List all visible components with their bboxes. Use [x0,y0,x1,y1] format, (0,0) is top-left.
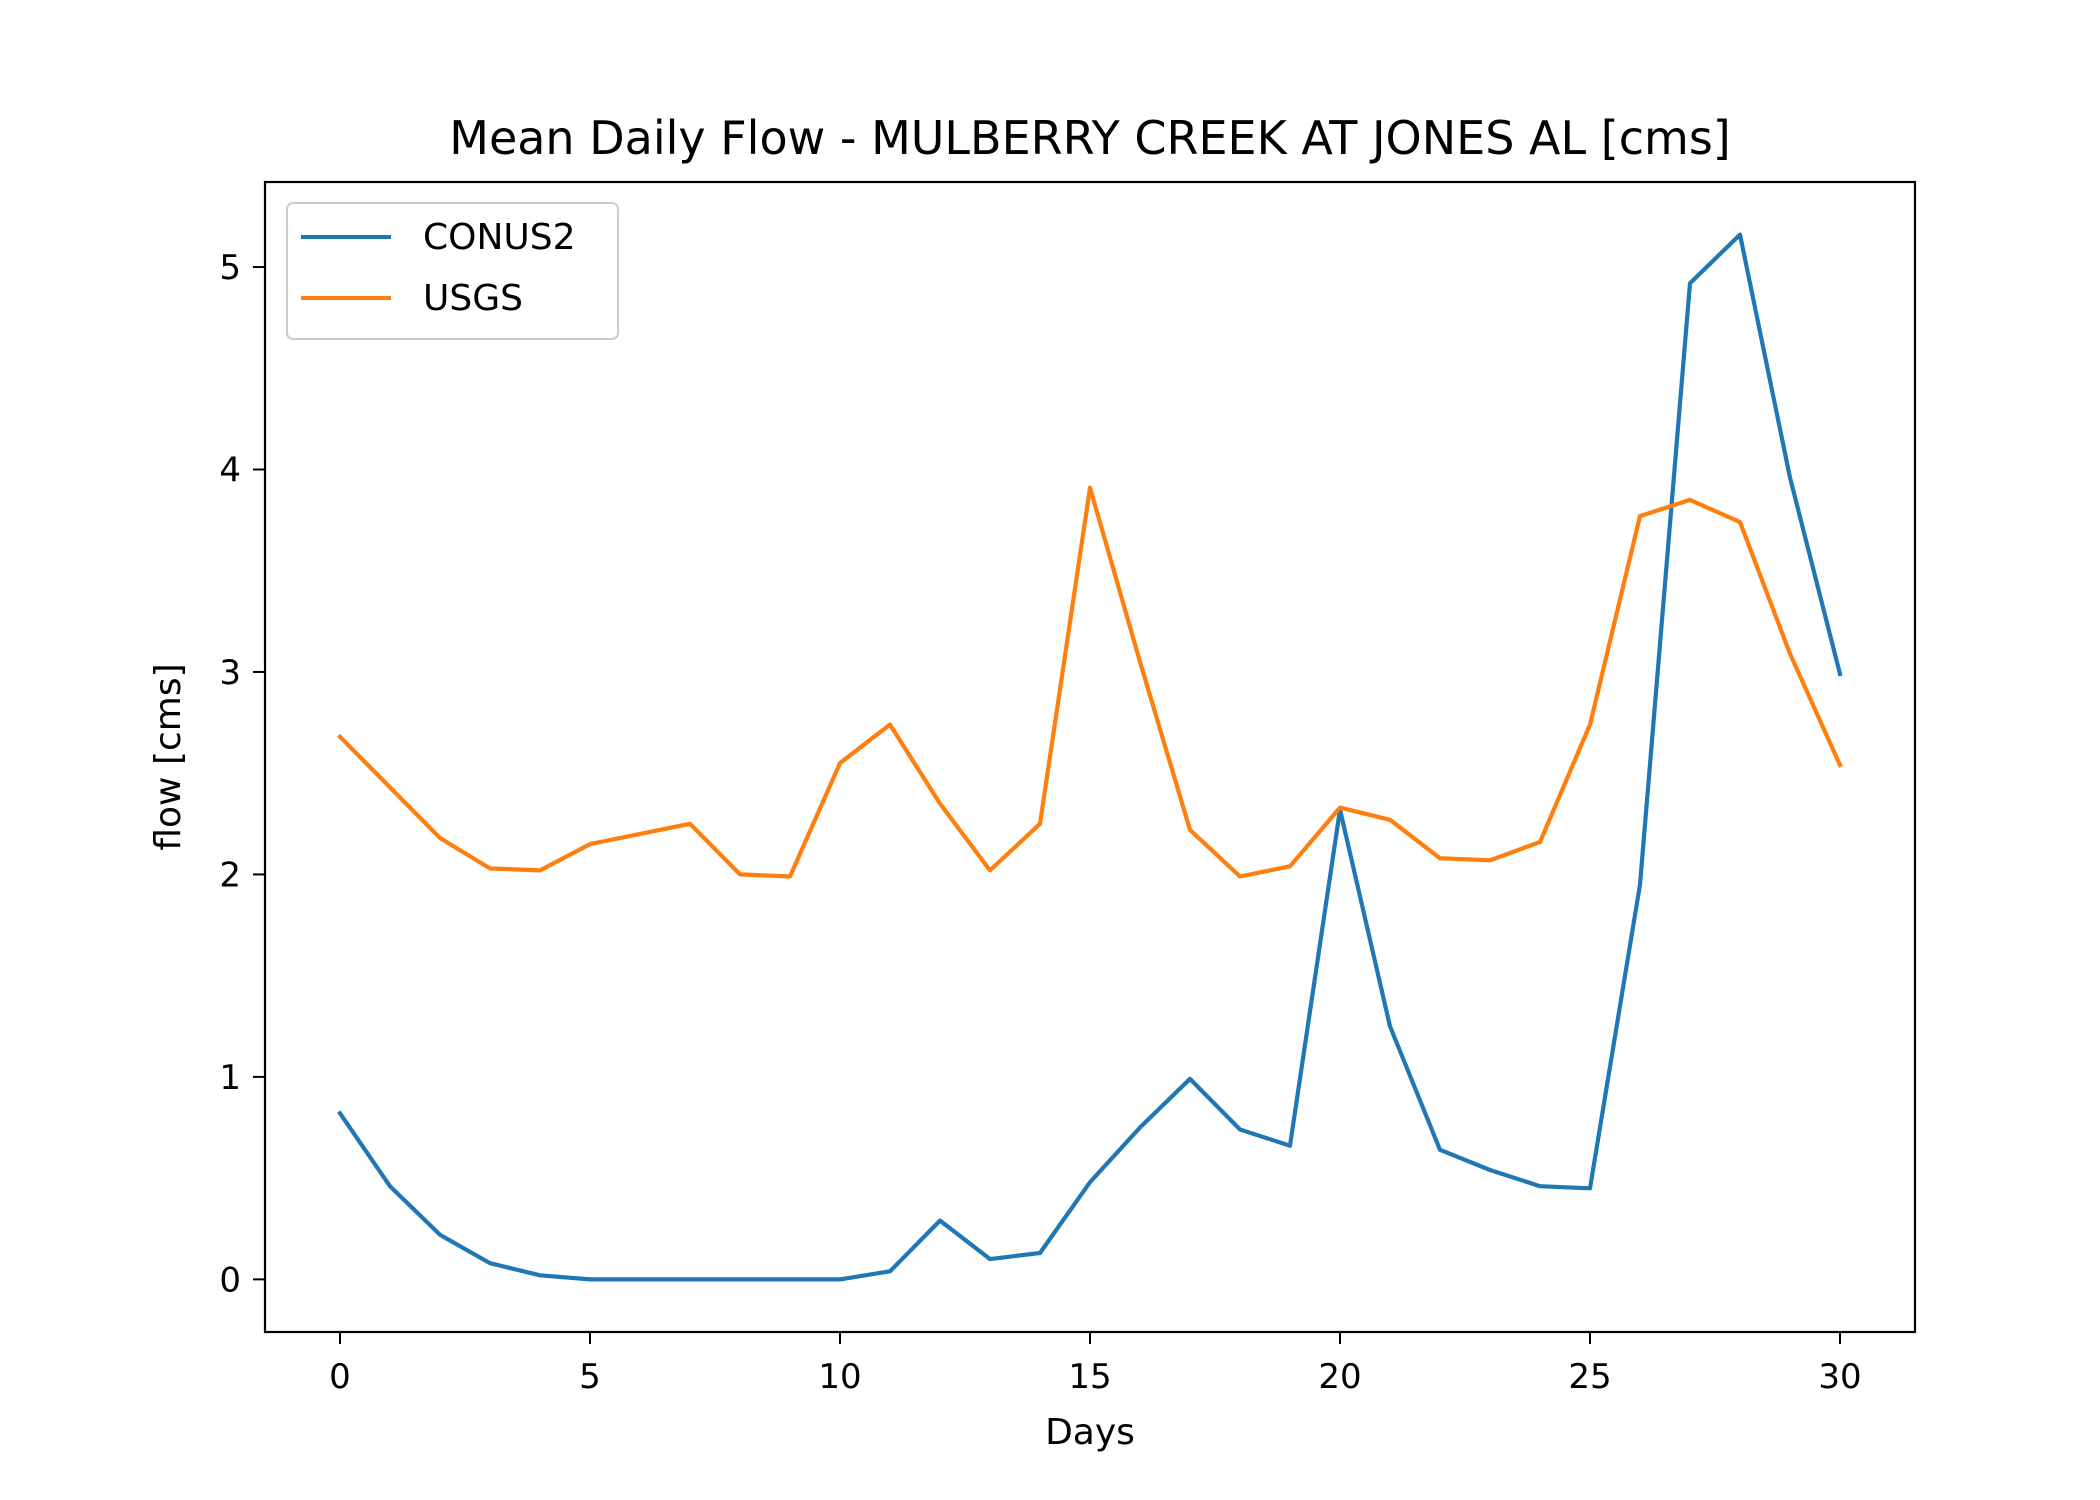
data-point-usgs [788,875,792,879]
data-point-usgs [1488,858,1492,862]
plot-area [337,232,1843,1282]
x-tick-label: 15 [1068,1357,1111,1397]
data-point-conus2 [988,1257,992,1261]
y-tick-label: 4 [219,451,241,491]
y-tick-label: 0 [219,1260,241,1300]
chart-title: Mean Daily Flow - MULBERRY CREEK AT JONE… [449,111,1731,165]
data-point-conus2 [1788,476,1792,480]
legend-label-usgs: USGS [423,278,523,319]
data-point-usgs [1388,818,1392,822]
x-tick-label: 0 [329,1357,351,1397]
data-point-usgs [1038,822,1042,826]
data-point-usgs [1738,520,1742,524]
data-point-conus2 [688,1277,692,1281]
x-tick-label: 10 [818,1357,861,1397]
data-point-usgs [1438,856,1442,860]
data-point-conus2 [1638,883,1642,887]
data-point-conus2 [1438,1148,1442,1152]
data-point-usgs [938,802,942,806]
data-point-usgs [388,785,392,789]
series-line-conus2 [337,232,1843,1282]
data-point-usgs [1638,514,1642,518]
data-point-usgs [1188,828,1192,832]
data-point-conus2 [1238,1128,1242,1132]
data-point-conus2 [338,1111,342,1115]
data-point-usgs [538,868,542,872]
data-point-conus2 [838,1277,842,1281]
data-point-conus2 [1688,281,1692,285]
data-point-conus2 [1538,1184,1542,1188]
data-point-conus2 [388,1184,392,1188]
data-point-usgs [338,735,342,739]
x-axis-label: Days [1045,1412,1135,1453]
plot-frame [263,180,1917,1334]
data-point-usgs [1688,498,1692,502]
legend: CONUS2 USGS [286,202,619,340]
y-tick-label: 5 [219,248,241,288]
data-point-usgs [688,822,692,826]
data-point-conus2 [1738,233,1742,237]
data-point-usgs [1138,660,1142,664]
data-point-conus2 [738,1277,742,1281]
data-point-usgs [988,868,992,872]
data-point-usgs [1838,763,1842,767]
data-point-usgs [488,866,492,870]
data-point-usgs [1788,652,1792,656]
y-tick-label: 1 [219,1058,241,1098]
data-point-usgs [1238,875,1242,879]
data-point-conus2 [888,1269,892,1273]
data-point-usgs [1588,723,1592,727]
data-point-usgs [888,723,892,727]
data-point-usgs [588,842,592,846]
data-point-usgs [738,872,742,876]
y-tick-label: 3 [219,653,241,693]
data-point-conus2 [1138,1126,1142,1130]
data-point-usgs [1538,840,1542,844]
data-point-conus2 [1388,1024,1392,1028]
x-tick-label: 30 [1818,1357,1861,1397]
data-point-usgs [438,836,442,840]
y-tick-label: 2 [219,855,241,895]
data-point-usgs [638,832,642,836]
data-point-conus2 [788,1277,792,1281]
x-tick-label: 5 [579,1357,601,1397]
data-point-conus2 [1188,1077,1192,1081]
data-point-conus2 [488,1261,492,1265]
series-line-usgs [337,485,1843,879]
axis-ticks: 0 5 10 15 20 25 30 0 1 2 3 4 5 [219,248,1861,1397]
data-point-conus2 [1088,1180,1092,1184]
data-point-usgs [838,761,842,765]
x-tick-label: 20 [1318,1357,1361,1397]
legend-label-conus2: CONUS2 [423,217,576,258]
data-point-conus2 [1488,1168,1492,1172]
data-point-conus2 [538,1273,542,1277]
data-point-usgs [1088,486,1092,490]
data-point-conus2 [1838,672,1842,676]
data-point-conus2 [1588,1186,1592,1190]
data-point-conus2 [938,1219,942,1223]
y-axis-label: flow [cms] [148,663,189,850]
data-point-conus2 [438,1233,442,1237]
data-point-conus2 [1038,1251,1042,1255]
data-point-usgs [1288,864,1292,868]
data-point-conus2 [1288,1144,1292,1148]
data-point-conus2 [588,1277,592,1281]
data-point-usgs [1338,806,1342,810]
x-tick-label: 25 [1568,1357,1611,1397]
data-point-conus2 [638,1277,642,1281]
